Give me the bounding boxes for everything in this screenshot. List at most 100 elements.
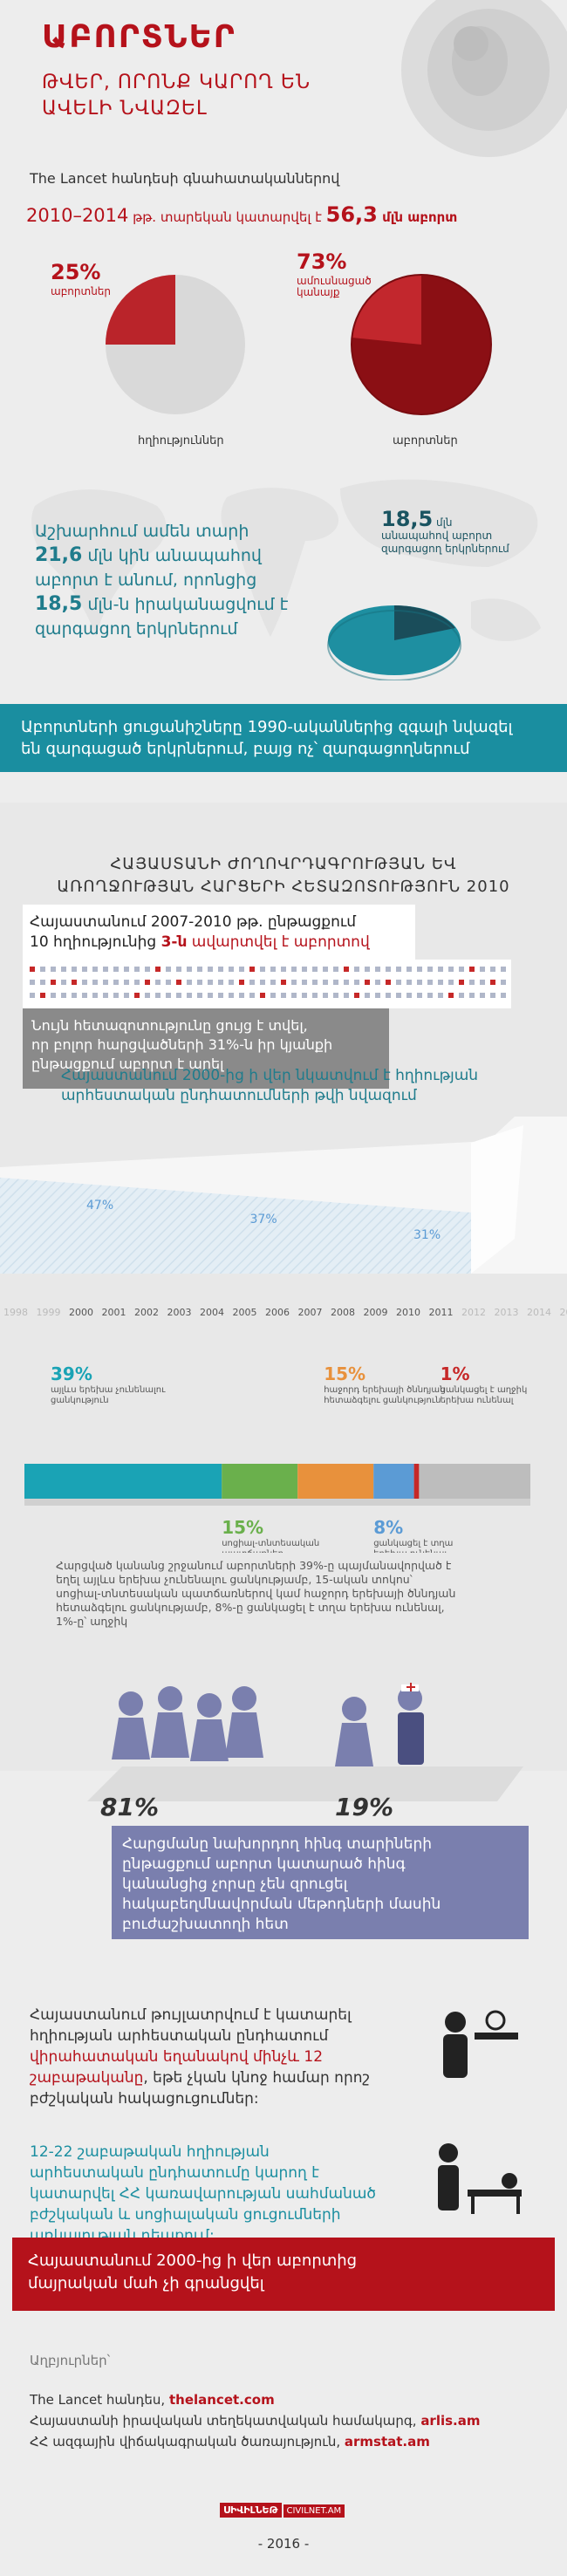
dot — [469, 967, 475, 972]
world-stat-text: Աշխարհում ամեն տարի 21,6 մլն կին անապահո… — [35, 519, 288, 641]
dot — [386, 993, 391, 998]
pie-left-label: աբորտներ — [51, 285, 112, 297]
dot — [448, 967, 454, 972]
dot — [249, 993, 255, 998]
dot — [134, 980, 140, 985]
dot — [166, 993, 171, 998]
legal1-line5: բժշկական հակացուցումներ: — [30, 2090, 259, 2108]
pie-left-pct: 25% — [51, 260, 101, 284]
world-map — [31, 479, 541, 641]
dot — [113, 967, 119, 972]
pie-left-chart — [106, 275, 245, 414]
dot — [187, 993, 192, 998]
total-suffix: մլն աբորտ — [377, 209, 458, 225]
dot — [417, 980, 422, 985]
dot — [396, 993, 401, 998]
dot — [260, 967, 265, 972]
banner2-line1: Հայաստանում 2000-ից ի վեր աբորտից — [28, 2251, 358, 2270]
dot — [72, 967, 77, 972]
fetus-illustration — [401, 0, 567, 157]
dot — [208, 980, 213, 985]
meth-line4: հետաձգելու ցանկությամբ, 8%-ը ցանկացել է … — [56, 1601, 445, 1614]
dot — [61, 967, 66, 972]
box-line2a: 10 հղիությունից — [30, 933, 161, 951]
dot — [469, 993, 475, 998]
dot — [323, 980, 328, 985]
dot — [333, 993, 338, 998]
dot — [480, 980, 485, 985]
survey-title: ՀԱՅԱՍՏԱՆԻ ԺՈՂՈՎՐԴԱԳՐՈՒԹՅԱՆ ԵՎ ԱՌՈՂՋՈՒԹՅԱ… — [0, 853, 567, 899]
dot — [291, 967, 297, 972]
survey-title-line1: ՀԱՅԱՍՏԱՆԻ ԺՈՂՈՎՐԴԱԳՐՈՒԹՅԱՆ ԵՎ — [110, 855, 457, 873]
period-suffix: թթ. տարեկան կատարվել է — [128, 209, 326, 225]
legal2-line4: բժշկական և սոցիալական ցուցումների — [30, 2206, 341, 2224]
s3-link[interactable]: armstat.am — [344, 2434, 430, 2450]
world-line5: զարգացող երկրներում — [35, 619, 238, 639]
dot — [501, 967, 506, 972]
dot — [218, 993, 223, 998]
dot — [134, 967, 140, 972]
dot — [61, 993, 66, 998]
legal1-line3: վիրահատական եղանակով մինչև 12 — [30, 2048, 324, 2066]
dot — [134, 993, 140, 998]
dot — [459, 980, 464, 985]
people-line1: Հարցմանը նախորդող հինգ տարիների — [122, 1835, 432, 1853]
dot — [375, 980, 380, 985]
meth-line1: Հարցված կանանց շրջանում աբորտների 39%-ը … — [56, 1559, 452, 1572]
s3-text: ՀՀ ազգային վիճակագրական ծառայություն, — [30, 2434, 345, 2450]
dot — [208, 993, 213, 998]
segment-label: հետաձգելու ցանկություն — [324, 1396, 441, 1405]
grey-line2: որ բոլոր հարցվածների 31%-ն իր կյանքի — [31, 1036, 333, 1053]
legal1-line4: շաբաթականը — [30, 2069, 144, 2087]
logo-left: ՍԻՎԻԼՆԵԹ — [220, 2503, 282, 2518]
dot — [51, 980, 56, 985]
dot — [375, 993, 380, 998]
dot — [51, 967, 56, 972]
dot — [312, 980, 318, 985]
dot — [166, 980, 171, 985]
dot — [124, 980, 129, 985]
survey-grey-box: Նույն հետազոտությունը ցույց է տվել, որ բ… — [23, 1008, 389, 1089]
bar-segment — [419, 1464, 530, 1499]
dot — [375, 967, 380, 972]
dot — [448, 993, 454, 998]
dot — [229, 980, 234, 985]
legal1-line2: հղիության արհեստական ընդհատում — [30, 2027, 329, 2045]
dot — [490, 980, 495, 985]
source-lancet: The Lancet հանդես, thelancet.com — [30, 2392, 275, 2408]
dot — [270, 993, 276, 998]
dot — [448, 980, 454, 985]
bar-segment — [24, 1464, 222, 1499]
x-tick-label: 1998 — [3, 1307, 28, 1318]
linehead-line1: Հայաստանում 2000-ից ի վեր նկատվում է հղի… — [61, 1067, 479, 1084]
dot — [208, 967, 213, 972]
annual-abortions-stat: 2010–2014 թթ. տարեկան կատարվել է 56,3 մլ… — [26, 202, 457, 227]
x-tick-label: 2012 — [461, 1307, 486, 1318]
s2-link[interactable]: arlis.am — [420, 2413, 481, 2429]
dot — [187, 980, 192, 985]
trend-chart: 1998 1999 2000 2001 2002 2003 2004 2005 2006 2007… — [0, 1117, 567, 1318]
dot — [480, 993, 485, 998]
dot — [323, 967, 328, 972]
segment-label: սոցիալ-տնտեսական — [222, 1539, 319, 1548]
dot — [312, 993, 318, 998]
dot — [406, 993, 412, 998]
s1-text: The Lancet հանդես, — [30, 2392, 169, 2408]
segment-label: այլևս երեխա չունենալու — [51, 1385, 166, 1395]
s2-text: Հայաստանի իրավական տեղեկատվական համակարգ… — [30, 2413, 421, 2429]
dot — [145, 967, 150, 972]
x-tick-label: 2015 — [560, 1307, 567, 1318]
dot — [218, 967, 223, 972]
grey-line1: Նույն հետազոտությունը ցույց է տվել, — [31, 1017, 308, 1034]
segment-label: ցանկացել է տղա — [373, 1539, 453, 1548]
banner1-line2: են զարգացած երկրներում, բայց ոչ՝ զարգացո… — [21, 740, 470, 758]
dots-grid — [23, 960, 511, 1008]
dot — [155, 967, 161, 972]
woman-doctor-pair-icon — [335, 1683, 424, 1766]
dot — [72, 993, 77, 998]
page-curl — [471, 1125, 523, 1274]
dot — [333, 980, 338, 985]
dot — [365, 993, 370, 998]
world-line4: մլն-ն իրականացվում է — [82, 595, 289, 614]
s1-link[interactable]: thelancet.com — [168, 2392, 275, 2408]
